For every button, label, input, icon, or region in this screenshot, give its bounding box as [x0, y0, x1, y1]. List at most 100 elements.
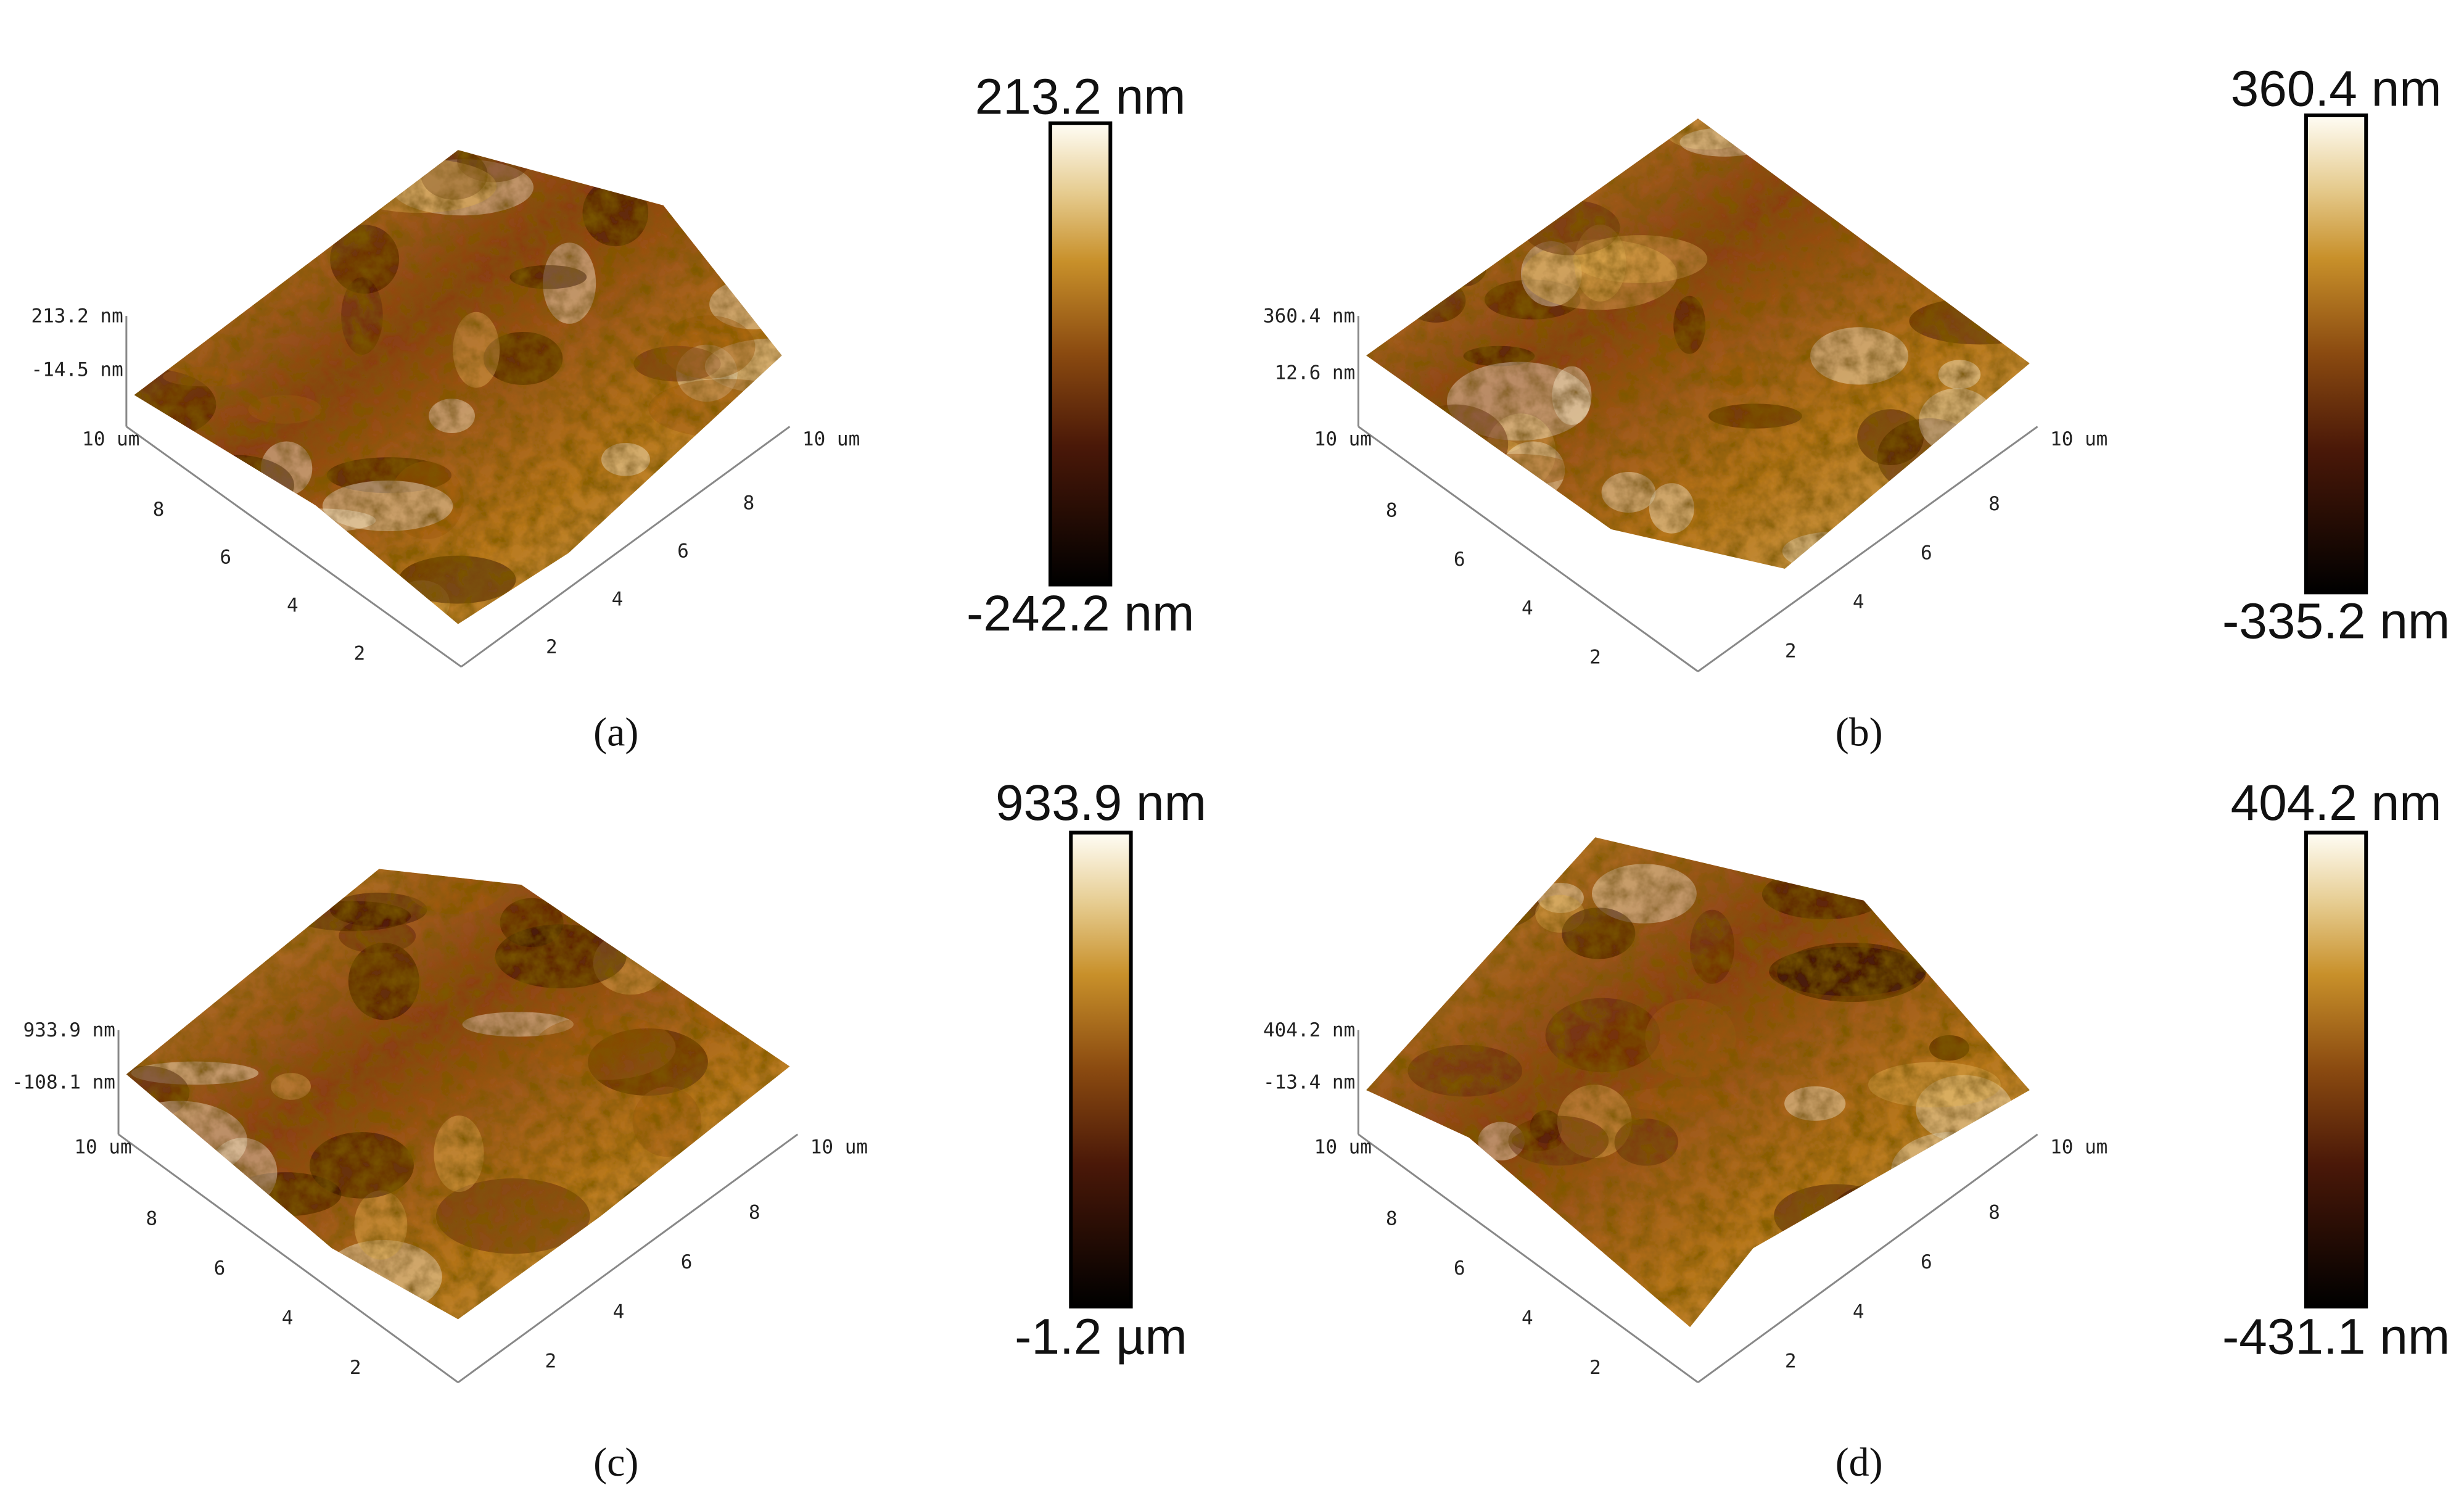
- surface-blob: [1964, 837, 2030, 868]
- surface-blob: [543, 869, 578, 888]
- y-tick-label: 8: [1386, 499, 1398, 521]
- axis-line: [457, 1133, 799, 1383]
- surface-blob: [648, 379, 782, 438]
- x-tick-label: 4: [612, 588, 624, 610]
- axis-line: [1358, 426, 1699, 672]
- surface-blob: [1572, 235, 1708, 284]
- surface-blob: [582, 178, 649, 247]
- panel-label: (d): [1836, 1440, 1883, 1485]
- y-tick-label: 2: [1589, 647, 1601, 669]
- x-tick-label: 4: [1853, 591, 1864, 613]
- x-tick-label: 6: [681, 1251, 693, 1273]
- y-tick-label: 6: [1454, 1257, 1465, 1280]
- surface-blob: [1441, 1278, 1484, 1328]
- surface-blob: [534, 1015, 676, 1080]
- surface-blob: [1761, 869, 1887, 920]
- colorbar-max: 933.9 nm: [995, 775, 1206, 831]
- y-tick-label: 2: [350, 1357, 361, 1379]
- x-tick-label: 6: [1921, 1251, 1932, 1273]
- y-tick-label: 8: [1386, 1208, 1398, 1230]
- surface: [1366, 118, 2030, 569]
- colorbar-max: 360.4 nm: [2231, 61, 2442, 117]
- surface-blob: [632, 1086, 702, 1157]
- colorbar: [2304, 830, 2368, 1308]
- surface-blob: [1804, 118, 1867, 138]
- surface-blob: [1782, 531, 1891, 569]
- x-tick-label: 10 um: [810, 1136, 868, 1158]
- x-tick-label: 2: [545, 1350, 557, 1373]
- surface-blob: [1366, 207, 1451, 261]
- surface-blob: [1930, 157, 1963, 230]
- surface-blob: [270, 869, 359, 902]
- surface-blob: [1601, 472, 1656, 513]
- surface-blob: [453, 312, 500, 388]
- z-axis-mid: 12.6 nm: [1275, 362, 1356, 384]
- surface-blob: [1774, 1184, 1899, 1247]
- x-tick-label: 2: [546, 636, 558, 658]
- x-tick-label: 10 um: [2050, 428, 2108, 450]
- surface-blob: [180, 891, 287, 932]
- axis-line: [1697, 426, 2038, 672]
- colorbar-min: -1.2 µm: [1015, 1309, 1187, 1365]
- axis-line: [1358, 1133, 1699, 1383]
- surface-blob: [429, 399, 476, 433]
- surface-blob: [173, 150, 324, 214]
- surface-blob: [341, 277, 383, 355]
- surface-blob: [1383, 837, 1515, 855]
- surface-blob: [1620, 1087, 1738, 1112]
- surface-blob: [1366, 1196, 1507, 1241]
- y-tick-label: 2: [354, 642, 366, 664]
- surface-blob: [1562, 907, 1636, 959]
- y-tick-label: 10 um: [74, 1136, 131, 1158]
- axis-line: [1697, 1133, 2038, 1383]
- afm-panel: 213.2 nm -14.5 nm 10 um 8 6 4 2 2 4 6 8 10 um 213.2 …: [31, 68, 1194, 754]
- surface-blob: [1510, 531, 1618, 560]
- y-tick-label: 4: [1522, 1307, 1533, 1329]
- surface-blob: [1614, 1118, 1678, 1166]
- surface-blob: [1949, 893, 2005, 945]
- y-tick-label: 4: [282, 1307, 294, 1329]
- surface-blob: [330, 225, 400, 294]
- x-tick-label: 8: [1988, 1201, 2000, 1223]
- surface-blob: [621, 1176, 740, 1234]
- colorbar-max: 404.2 nm: [2231, 775, 2442, 831]
- surface-blob: [1382, 225, 1469, 287]
- surface-blob: [1916, 837, 2030, 895]
- surface-blob: [1909, 297, 2030, 345]
- surface-blob: [744, 1132, 790, 1167]
- surface-fill: [134, 150, 782, 624]
- y-tick-label: 6: [1454, 548, 1465, 571]
- surface-blob: [692, 1212, 790, 1246]
- z-axis-mid: -108.1 nm: [12, 1071, 115, 1093]
- surface-blob: [160, 163, 216, 202]
- surface-blob: [1913, 864, 2030, 926]
- x-tick-label: 2: [1785, 640, 1797, 662]
- x-tick-label: 8: [1988, 493, 2000, 515]
- surface-blob: [163, 366, 247, 387]
- y-tick-label: 8: [153, 498, 165, 521]
- colorbar-min: -335.2 nm: [2222, 593, 2450, 650]
- x-tick-label: 10 um: [802, 428, 860, 450]
- surface-blob: [601, 442, 651, 476]
- surface-blob: [625, 1291, 672, 1320]
- x-tick-label: 6: [677, 540, 689, 562]
- axis-line: [118, 1133, 459, 1383]
- x-tick-label: 4: [613, 1300, 625, 1323]
- surface-blob: [1771, 1268, 1815, 1327]
- surface-blob: [1407, 1044, 1523, 1097]
- x-tick-label: 8: [749, 1201, 760, 1223]
- surface-blob: [1690, 909, 1735, 984]
- surface-blob: [1924, 256, 1987, 291]
- surface-blob: [1679, 128, 1770, 157]
- z-axis-top: 213.2 nm: [31, 305, 123, 327]
- surface-blob: [483, 331, 563, 385]
- surface-blob: [1929, 1035, 1969, 1061]
- surface-blob: [1673, 296, 1706, 354]
- surface-blob: [354, 1190, 408, 1260]
- y-tick-label: 4: [1522, 597, 1533, 619]
- y-tick-label: 10 um: [1314, 428, 1372, 450]
- surface-blob: [150, 150, 235, 204]
- y-tick-label: 6: [220, 547, 231, 569]
- surface-blob: [1708, 403, 1802, 429]
